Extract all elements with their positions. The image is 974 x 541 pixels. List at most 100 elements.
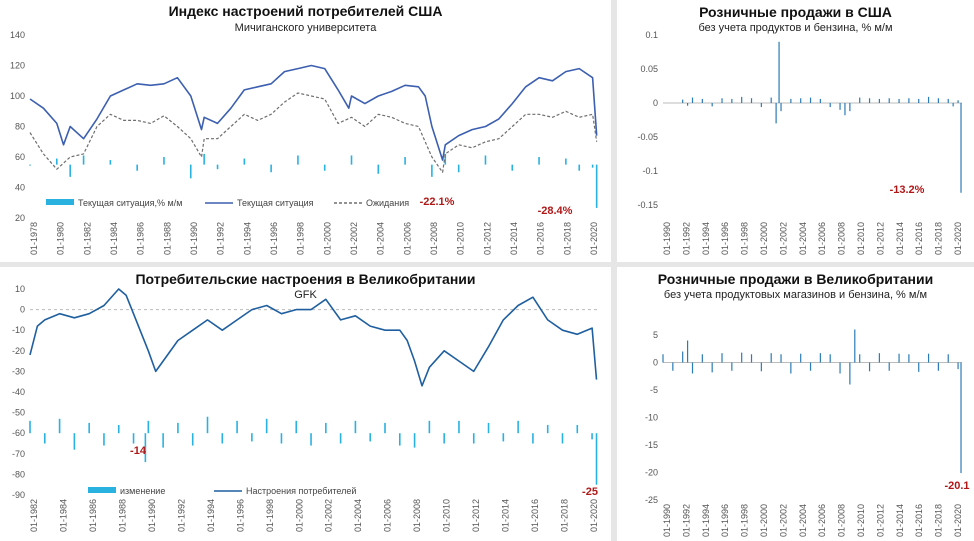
- chart-subtitle: GFK: [294, 289, 317, 301]
- x-tick-label: 01-2018: [934, 222, 944, 255]
- bar: [918, 362, 920, 372]
- x-tick-label: 01-1996: [269, 222, 279, 255]
- x-tick-label: 01-2002: [349, 222, 359, 255]
- bar: [868, 362, 871, 372]
- chart-us-sentiment: Индекс настроений потребителей США Мичиг…: [0, 0, 611, 262]
- data-annotation: -20.1: [944, 480, 969, 492]
- bar: [760, 362, 762, 372]
- bar: [350, 155, 353, 165]
- chart-subtitle: без учета продуктов и бензина, % м/м: [698, 22, 893, 34]
- x-tick-label: 01-2018: [560, 499, 570, 532]
- bar: [103, 433, 105, 446]
- bar: [144, 433, 147, 463]
- x-tick-label: 01-2008: [837, 504, 847, 537]
- y-tick-label: 20: [15, 213, 25, 223]
- bar: [444, 153, 447, 165]
- x-tick-label: 01-2006: [383, 499, 393, 532]
- x-tick-label: 01-1996: [235, 499, 245, 532]
- y-tick-label: 60: [15, 152, 25, 162]
- y-tick-label: -40: [12, 387, 25, 397]
- x-tick-label: 01-1994: [701, 222, 711, 255]
- y-tick-label: -30: [12, 366, 25, 376]
- series-line: [29, 288, 598, 387]
- bar: [82, 155, 85, 165]
- bar: [960, 362, 962, 474]
- x-tick-label: 01-2000: [759, 504, 769, 537]
- bar: [323, 164, 326, 171]
- legend-swatch: [88, 487, 116, 493]
- x-tick-label: 01-2000: [322, 222, 332, 255]
- x-tick-label: 01-1978: [29, 222, 39, 255]
- bar: [859, 354, 861, 363]
- bar: [203, 153, 205, 165]
- x-tick-label: 01-2008: [429, 222, 439, 255]
- y-tick-label: -50: [12, 408, 25, 418]
- x-tick-label: 01-2012: [482, 222, 492, 255]
- bar: [809, 97, 812, 103]
- bar: [109, 160, 112, 165]
- x-tick-label: 01-2000: [759, 222, 769, 255]
- x-tick-label: 01-2016: [914, 222, 924, 255]
- bar: [721, 98, 723, 103]
- bar: [43, 433, 46, 444]
- x-tick-label: 01-2016: [536, 222, 546, 255]
- y-tick-label: 100: [10, 91, 25, 101]
- bar: [73, 433, 76, 450]
- bar: [384, 422, 386, 434]
- bar: [790, 98, 792, 103]
- legend-label: изменение: [120, 486, 165, 496]
- bar: [750, 98, 753, 103]
- bar: [711, 362, 713, 373]
- bar: [216, 164, 219, 170]
- bar: [844, 103, 846, 116]
- bar: [937, 98, 939, 103]
- bar: [800, 98, 802, 103]
- x-tick-label: 01-2016: [914, 504, 924, 537]
- bar: [780, 103, 782, 112]
- bar: [189, 164, 192, 179]
- bar: [55, 158, 58, 165]
- bar: [576, 424, 579, 434]
- x-tick-label: 01-2012: [471, 499, 481, 532]
- bar: [206, 416, 209, 434]
- legend-label: Текущая ситуация: [237, 198, 314, 208]
- x-tick-label: 01-2004: [798, 222, 808, 255]
- legend-label: Настроения потребителей: [246, 486, 356, 496]
- bar: [29, 420, 31, 434]
- bar: [325, 422, 327, 434]
- x-tick-label: 01-2000: [294, 499, 304, 532]
- bar: [354, 420, 357, 434]
- bar: [310, 433, 312, 446]
- bar: [443, 433, 445, 444]
- bar: [908, 98, 910, 103]
- bar: [565, 158, 567, 165]
- x-tick-label: 01-1986: [88, 499, 98, 532]
- bar: [672, 362, 674, 371]
- x-tick-label: 01-1992: [681, 222, 691, 255]
- bar: [270, 164, 272, 173]
- bar: [829, 354, 831, 363]
- bar: [854, 329, 856, 363]
- x-tick-label: 01-2002: [324, 499, 334, 532]
- x-tick-label: 01-1996: [720, 222, 730, 255]
- chart-title: Розничные продажи в Великобритании: [657, 271, 934, 287]
- bar: [297, 155, 299, 165]
- y-tick-label: -0.1: [642, 166, 658, 176]
- bar: [731, 362, 733, 371]
- x-tick-label: 01-1996: [720, 504, 730, 537]
- bar: [191, 433, 194, 446]
- x-tick-label: 01-2006: [817, 222, 827, 255]
- data-annotation: -14: [130, 445, 147, 457]
- y-tick-label: 0.1: [645, 30, 658, 40]
- bar: [428, 420, 431, 434]
- bar: [538, 157, 540, 165]
- bar: [686, 103, 689, 106]
- bar: [918, 98, 920, 103]
- x-tick-label: 01-1984: [109, 222, 119, 255]
- x-tick-label: 01-2014: [895, 222, 905, 255]
- bar: [117, 424, 120, 434]
- bar: [878, 353, 880, 363]
- x-tick-label: 01-1998: [296, 222, 306, 255]
- x-tick-label: 01-1980: [56, 222, 66, 255]
- bar: [859, 97, 861, 103]
